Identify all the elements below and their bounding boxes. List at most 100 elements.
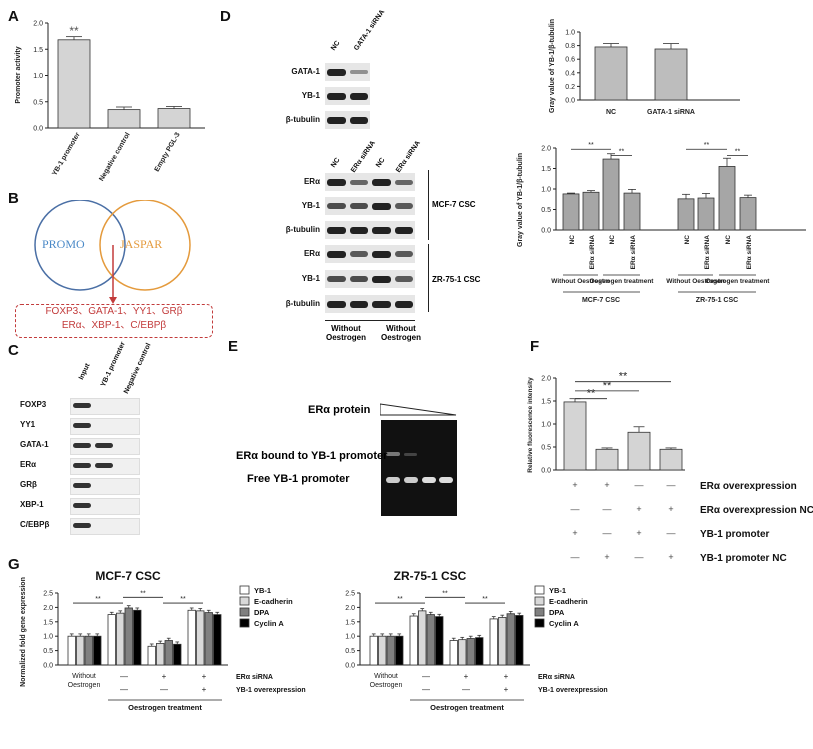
panel-a-chart: 0.0 0.5 1.0 1.5 2.0 Promoter activity YB-1 pro…	[15, 21, 205, 183]
d-zr-band	[394, 276, 413, 282]
g1-title: MCF-7 CSC	[95, 569, 161, 583]
g1-bar	[213, 614, 222, 666]
a-xtick-label: YB-1 promoter	[51, 131, 82, 177]
g1-mark1: +	[202, 672, 207, 681]
g2-bar	[458, 639, 467, 666]
dbot-bar	[562, 193, 580, 231]
d-zr-row-label: ERα	[303, 249, 320, 258]
dbot-xtick-label: ERα siRNA	[746, 235, 753, 270]
g2-ytick-label: 2.0	[345, 605, 355, 612]
panel-d-top-chart: 0.0 0.2 0.4 0.6 0.8 1.0 Gray value of YB-1/β-t…	[549, 19, 740, 116]
g1-bracket-sig: **	[140, 590, 146, 597]
d-mcf-band	[349, 179, 368, 185]
g2-legend-swatch	[534, 607, 545, 617]
f-condition-mark: +	[636, 504, 641, 514]
dtop-xtick-label: GATA-1 siRNA	[647, 109, 695, 116]
g2-bar	[515, 615, 524, 666]
g2-legend-label: Cyclin A	[549, 619, 579, 628]
a-sig-label: **	[69, 24, 79, 38]
panel-g-zr-chart: ZR-75-1 CSC0.00.51.01.52.02.5Normalized …	[345, 569, 608, 712]
g2-mark1: +	[504, 672, 509, 681]
d-mcf-strip	[325, 221, 415, 239]
f-condition-mark: —	[667, 480, 676, 490]
a-ytick-label: 0.0	[33, 126, 43, 133]
c-blot-strip	[70, 478, 140, 495]
g2-bar	[369, 635, 378, 666]
g2-ytick-label: 2.5	[345, 591, 355, 598]
f-ylabel: Relative fluorescence intensity	[527, 377, 534, 473]
dbot-ylabel: Gray value of YB-1/β-tubulin	[517, 153, 524, 247]
dtop-ytick-label: 0.4	[565, 70, 575, 77]
f-condition-mark: —	[571, 504, 580, 514]
dtop-bar	[594, 46, 628, 101]
a-bar	[107, 109, 141, 129]
d-group-line	[325, 320, 415, 321]
g2-row2-label: YB-1 overexpression	[538, 687, 608, 694]
g1-mark1: +	[162, 672, 167, 681]
e-band-free-1	[386, 477, 400, 483]
a-ytick-label: 0.5	[33, 99, 43, 106]
dbot-bar	[602, 158, 620, 231]
f-ytick-label: 0.0	[541, 468, 551, 475]
f-condition-mark: +	[668, 504, 673, 514]
g2-bar	[378, 635, 387, 666]
e-gel-image	[381, 420, 457, 516]
panel-label-c: C	[8, 342, 19, 359]
c-blot-band	[73, 403, 91, 408]
g1-bar	[204, 612, 213, 666]
d-mcf-bracket	[428, 170, 429, 240]
dbot-xtick-label: NC	[609, 235, 616, 245]
venn-arrow-head	[109, 297, 117, 304]
e-gradient-wedge	[380, 403, 457, 416]
dbot-ytick-label: 2.0	[541, 146, 551, 153]
g1-bar	[84, 635, 93, 666]
f-condition-mark: —	[635, 480, 644, 490]
g2-ytick-label: 0.0	[345, 663, 355, 670]
f-condition-mark: +	[668, 552, 673, 562]
dbot-group-label: Without Oestrogen	[666, 278, 724, 285]
f-ytick-label: 1.5	[541, 399, 551, 406]
d-zr-band	[349, 276, 368, 282]
promo-label: PROMO	[42, 237, 85, 251]
g2-bar	[426, 614, 435, 666]
dbot-bracket-sig: **	[704, 142, 710, 149]
f-condition-label: ERα overexpression	[700, 481, 797, 492]
d-zr-band	[327, 250, 346, 258]
d-mcf-band	[394, 179, 413, 185]
g2-mark1: —	[422, 672, 430, 681]
g2-mark2: +	[504, 685, 509, 694]
f-ytick-label: 2.0	[541, 376, 551, 383]
d-zr-band	[327, 300, 346, 308]
g2-bar	[395, 635, 404, 666]
d-top-band	[349, 116, 368, 124]
d-zr-strip	[325, 245, 415, 263]
d-bot-col-3: NC	[375, 156, 387, 170]
d-zr-strip	[325, 270, 415, 288]
dtop-ytick-label: 0.8	[565, 43, 575, 50]
g2-bar	[475, 637, 484, 666]
e-band-free-2	[404, 477, 418, 483]
dbot-bracket-sig: **	[735, 148, 741, 155]
g2-row1-label: ERα siRNA	[538, 674, 575, 681]
g1-bar	[124, 607, 133, 666]
f-bracket-sig: **	[587, 388, 596, 400]
d-zr-band	[394, 251, 413, 257]
dbot-cell-label: ZR-75-1 CSC	[696, 297, 738, 304]
g1-ytick-label: 2.0	[43, 605, 53, 612]
g1-bar	[173, 643, 182, 666]
g1-bar	[133, 609, 142, 666]
c-blot-strip	[70, 498, 140, 515]
c-row-label: FOXP3	[20, 400, 47, 409]
d-top-band	[327, 68, 346, 76]
f-bar	[563, 401, 587, 471]
g1-bar	[164, 640, 173, 666]
f-condition-mark: —	[603, 528, 612, 538]
d-mcf-band	[327, 178, 346, 186]
d-zr-strip	[325, 295, 415, 313]
d-top-row-label: GATA-1	[291, 67, 320, 76]
f-condition-mark: +	[572, 480, 577, 490]
g1-mark2: —	[160, 685, 168, 694]
g1-legend-label: Cyclin A	[254, 619, 284, 628]
d-top-col-gata: GATA-1 siRNA	[353, 8, 387, 53]
d-top-row-label: β-tubulin	[285, 115, 320, 124]
